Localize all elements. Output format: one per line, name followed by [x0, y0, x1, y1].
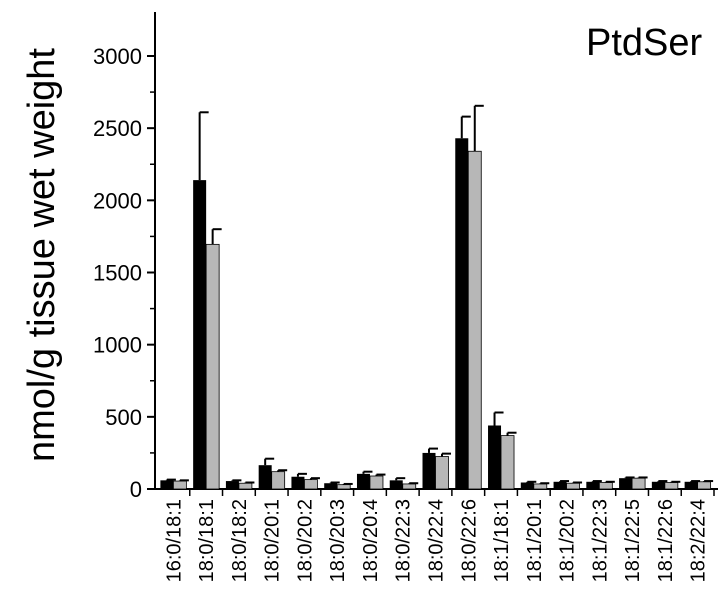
x-tick-label: 18:0/22:3 — [393, 499, 415, 582]
bar-series-2 — [533, 483, 548, 490]
bar-series-2 — [664, 482, 679, 490]
bar-series-2 — [697, 481, 712, 490]
x-tick-label: 18:1/20:2 — [557, 499, 579, 582]
x-tick-label: 18:1/18:1 — [491, 499, 513, 582]
bar-series-2 — [172, 480, 187, 490]
x-tick-label: 16:0/18:1 — [163, 499, 185, 582]
y-axis-label: nmol/g tissue wet weight — [21, 48, 63, 462]
bar-series-1 — [258, 465, 272, 489]
chart-title: PtdSer — [586, 22, 703, 64]
y-tick-label: 500 — [105, 405, 142, 430]
y-tick-label: 2000 — [93, 188, 142, 213]
bar-series-1 — [520, 482, 534, 489]
bars — [160, 104, 714, 490]
y-tick-label: 0 — [130, 477, 142, 502]
y-tick-label: 2500 — [93, 116, 142, 141]
bar-series-1 — [324, 483, 338, 489]
bar-series-2 — [271, 471, 286, 490]
bar-series-1 — [225, 481, 239, 489]
bar-series-2 — [238, 482, 253, 490]
bar-series-2 — [369, 475, 384, 490]
bar-series-1 — [586, 481, 600, 489]
bar-series-1 — [488, 425, 502, 489]
x-tick-label: 18:2/22:4 — [688, 499, 710, 582]
bar-series-2 — [402, 483, 417, 490]
x-tick-label: 18:0/18:1 — [196, 499, 218, 582]
x-tick-label: 18:0/20:3 — [327, 499, 349, 582]
bar-series-1 — [684, 481, 698, 489]
bar-series-1 — [160, 480, 174, 489]
bar-series-1 — [455, 138, 469, 489]
x-tick-label: 18:1/22:6 — [655, 499, 677, 582]
y-tick-label: 1500 — [93, 261, 142, 286]
bar-series-2 — [566, 482, 580, 490]
bar-series-1 — [356, 473, 370, 489]
y-tick-label: 1000 — [93, 333, 142, 358]
bar-series-1 — [389, 480, 403, 489]
x-tick-label: 18:1/22:5 — [622, 499, 644, 582]
x-tick-label: 18:0/20:2 — [294, 499, 316, 582]
x-tick-label: 18:0/22:6 — [458, 499, 480, 582]
bar-series-2 — [304, 479, 318, 490]
bar-series-1 — [619, 478, 633, 489]
x-tick-label: 18:1/22:3 — [589, 499, 611, 582]
x-tick-label: 18:0/22:4 — [426, 499, 448, 582]
x-tick-label: 18:1/20:1 — [524, 499, 546, 582]
bar-series-2 — [336, 484, 351, 490]
bar-series-2 — [631, 477, 646, 490]
x-tick-labels: 16:0/18:1 18:0/18:1 18:0/18:2 18:0/20:1 18:0… — [163, 499, 709, 582]
bar-series-2 — [467, 150, 482, 490]
bar-series-1 — [651, 481, 665, 489]
axes: 0 500 1000 1500 2000 2500 3000 — [93, 12, 718, 502]
bar-series-2 — [205, 243, 220, 490]
x-tick-label: 18:0/20:1 — [262, 499, 284, 582]
bar-series-1 — [291, 476, 305, 489]
bar-series-1 — [422, 452, 436, 489]
bar-series-2 — [500, 435, 515, 490]
bar-series-2 — [435, 456, 449, 490]
x-tick-label: 18:0/18:2 — [229, 499, 251, 582]
y-tick-label: 3000 — [93, 44, 142, 69]
x-tick-label: 18:0/20:4 — [360, 499, 382, 582]
bar-series-1 — [193, 180, 207, 490]
bar-series-2 — [598, 482, 613, 490]
bar-series-1 — [553, 481, 567, 489]
